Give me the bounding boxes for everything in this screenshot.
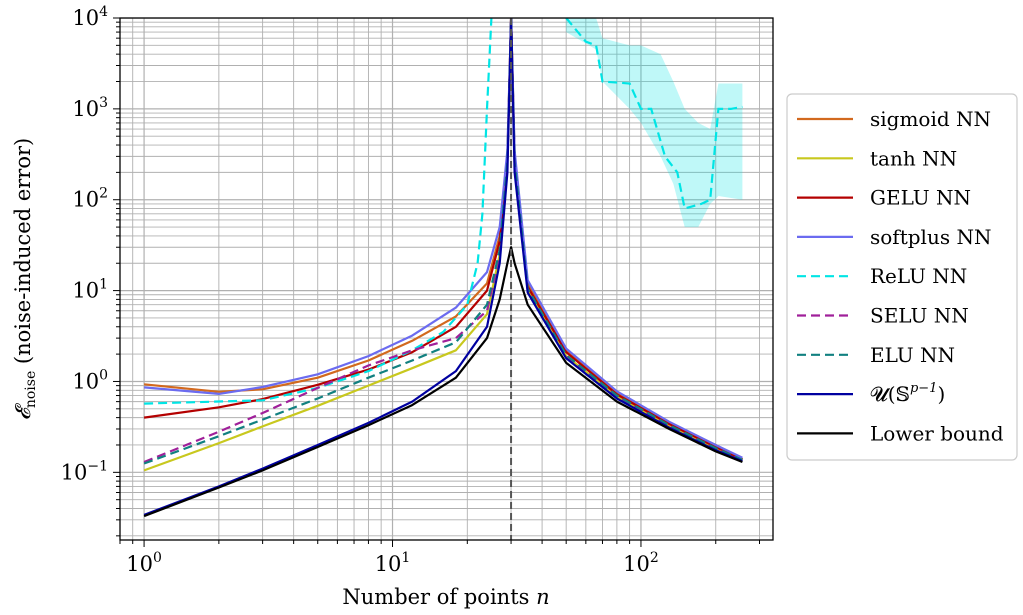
x-tick-label: 100	[126, 550, 162, 576]
legend-label: softplus NN	[870, 225, 991, 249]
series-lines	[143, 18, 743, 518]
legend-label: sigmoid NN	[870, 107, 991, 131]
x-tick-label: 101	[375, 550, 411, 576]
y-tick-label: 103	[72, 95, 108, 121]
y-axis-ticks: 10−1 100 101 102 103 104	[61, 4, 120, 537]
y-tick-label: 102	[72, 186, 108, 212]
series-line-8	[143, 246, 743, 518]
grid	[120, 18, 773, 540]
x-tick-label: 102	[623, 550, 659, 576]
x-axis-ticks: 100 101 102	[119, 540, 760, 576]
series-line-3	[144, 18, 743, 459]
y-axis-label: 𝓔noise (noise-induced error)	[11, 138, 39, 420]
legend-label: ReLU NN	[870, 264, 967, 288]
series-line-4	[144, 18, 493, 405]
legend-label: Lower bound	[870, 421, 1004, 445]
legend: sigmoid NN tanh NN GELU NN softplus NN ReLU …	[786, 93, 1018, 461]
x-axis-label: Number of points n	[342, 585, 549, 609]
series-line-4-tail	[565, 18, 743, 210]
y-tick-label: 104	[72, 4, 108, 30]
y-tick-label: 100	[72, 367, 108, 393]
legend-label: ELU NN	[870, 343, 955, 367]
legend-label: GELU NN	[870, 186, 971, 210]
y-tick-label: 101	[72, 277, 108, 303]
legend-box	[786, 93, 1018, 461]
series-line-7	[143, 18, 743, 516]
legend-label: SELU NN	[870, 304, 969, 328]
y-tick-label: 10−1	[61, 458, 108, 484]
legend-label: 𝓤(𝕊p−1)	[870, 381, 945, 406]
plot-frame	[119, 17, 774, 541]
legend-label: tanh NN	[870, 146, 957, 170]
